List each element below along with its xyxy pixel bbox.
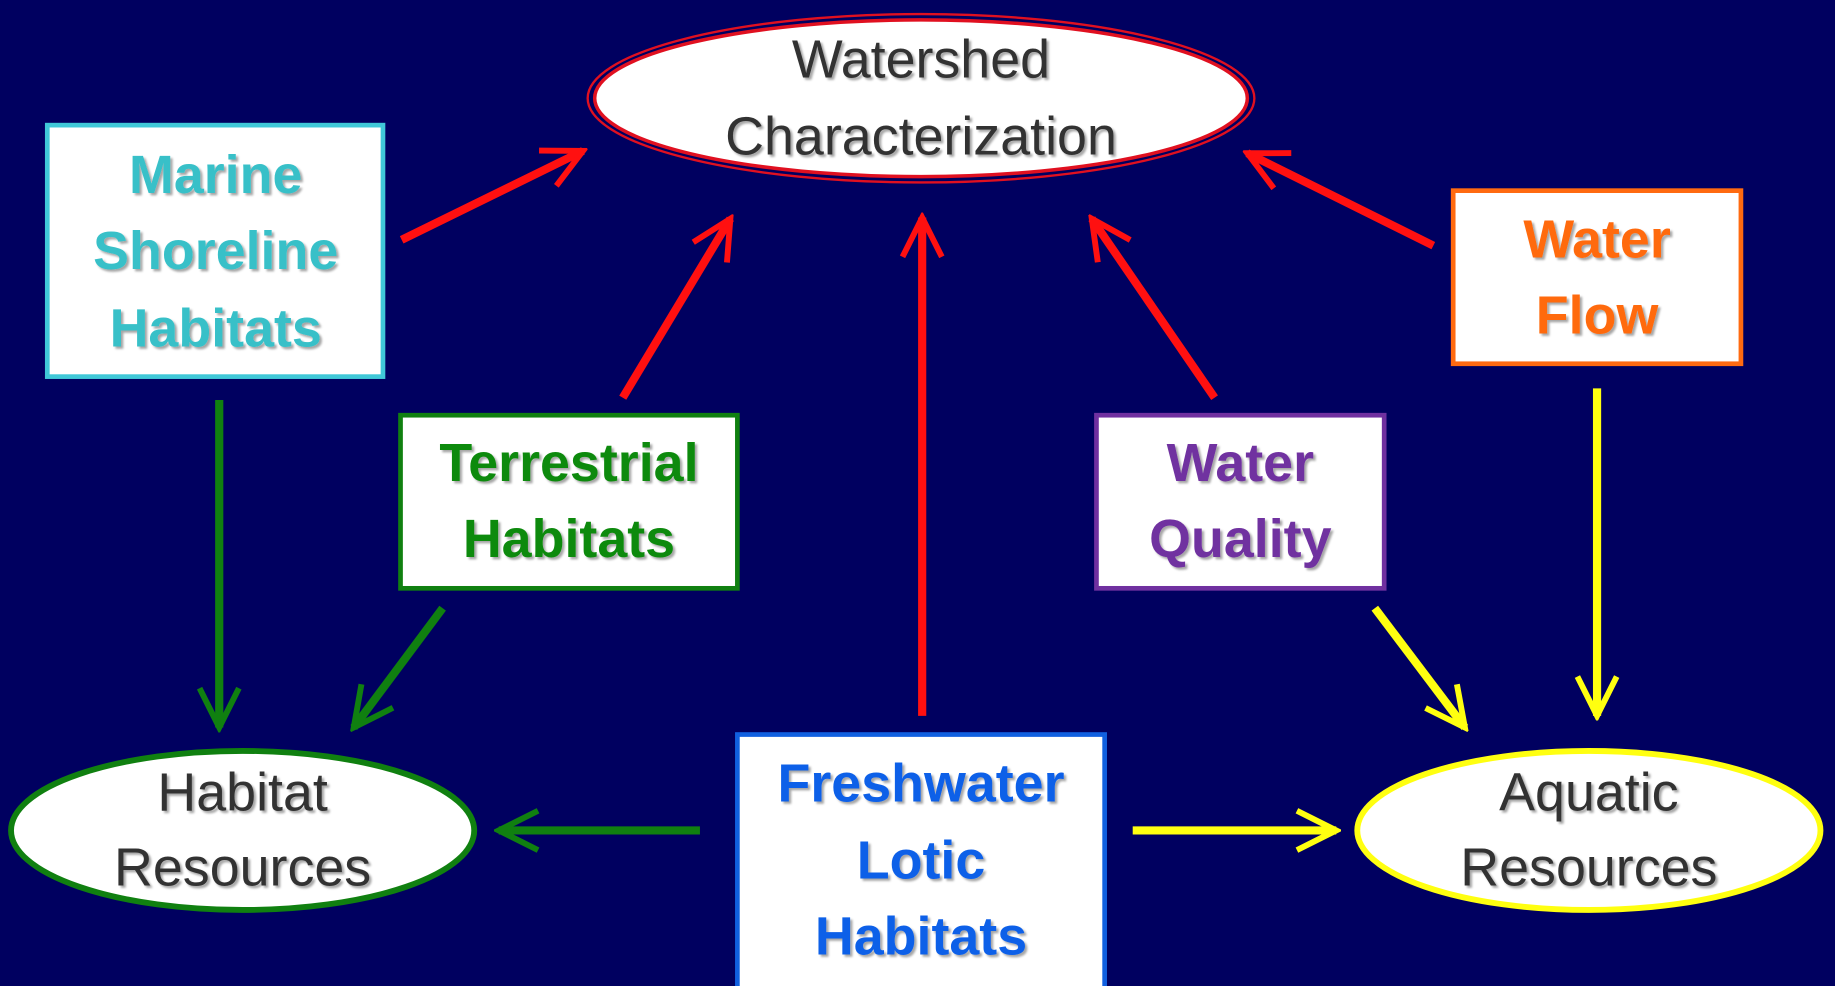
water-flow-node: Water Flow [1450,188,1744,367]
node-label: Lotic [857,831,986,891]
aquatic-resources-node: Aquatic Resources [1354,747,1824,913]
node-label: Shoreline [93,221,338,281]
node-label: Habitats [110,298,322,358]
ellipse [592,18,1250,179]
node-label: Flow [1536,286,1659,346]
node-label: Water [1523,210,1671,270]
arrow [354,605,446,727]
node-label: Marine [129,145,302,205]
box [1450,188,1744,367]
watershed-node: Watershed Characterization [586,12,1256,184]
node-label: Resources [114,838,371,898]
node-label: Terrestrial [439,433,698,493]
arrow [619,219,734,400]
arrow [399,147,583,244]
node-label: Resources [1460,838,1717,898]
node-label: Characterization [725,107,1117,167]
node-label: Habitat [157,763,328,823]
node-label: Habitats [815,907,1027,967]
marine-node: Marine Shoreline Habitats [44,122,386,379]
node-label: Water [1167,433,1315,493]
arrow [1371,605,1465,727]
freshwater-node: Freshwater Lotic Habitats [735,732,1107,986]
water-quality-node: Water Quality [1094,412,1387,591]
arrows [219,147,1597,831]
ellipse [1354,747,1824,913]
node-label: Aquatic [1499,763,1678,823]
box [735,732,1107,986]
node-label: Habitats [463,509,675,569]
habitat-resources-node: Habitat Resources [8,747,478,913]
box [398,412,740,591]
box [1094,412,1387,591]
box [44,122,386,379]
node-label: Quality [1149,509,1331,569]
node-label: Watershed [792,29,1050,89]
arrow [1247,149,1436,250]
arrow [1092,219,1218,400]
terrestrial-node: Terrestrial Habitats [398,412,740,591]
ellipse [8,747,478,913]
ellipse-outer [586,12,1256,184]
node-label: Freshwater [777,753,1064,813]
